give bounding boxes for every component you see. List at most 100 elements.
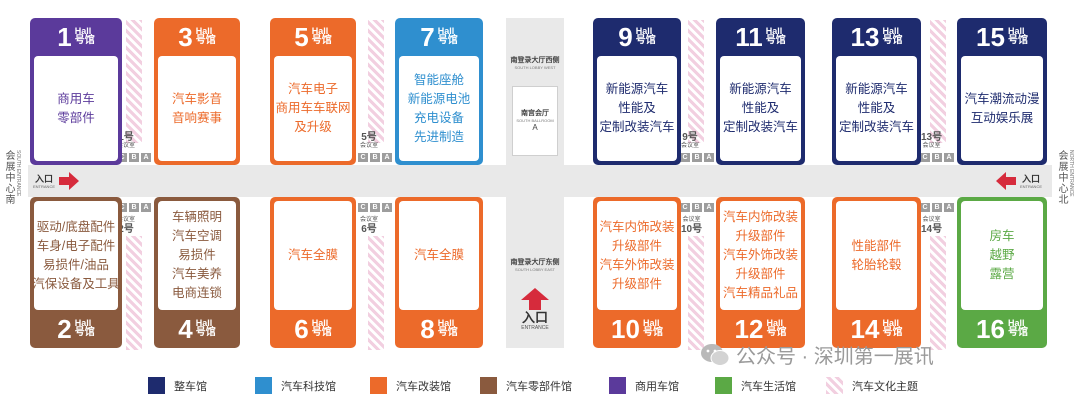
south-entrance-label: 会展中心南 <box>3 150 14 205</box>
left-arrow-icon <box>996 172 1016 190</box>
hall-topic: 汽车空调 <box>171 229 222 243</box>
hall-topic: 轮胎轮毂 <box>851 257 902 272</box>
hall-topic: 电商连锁 <box>171 286 222 300</box>
room-number: 10号 <box>681 224 703 235</box>
culture-strip <box>930 20 946 143</box>
meeting-room-14[interactable]: 会议室 14号 <box>921 217 942 235</box>
hall-topic: 先进制造 <box>413 129 464 144</box>
hall-1[interactable]: 1 Hall 号馆 商用车 零部件 <box>30 18 122 165</box>
hall-topic: 性能部件 <box>851 238 902 253</box>
wechat-icon <box>701 343 730 366</box>
hall-topic: 汽车外饰改装 <box>599 257 675 272</box>
hall-14[interactable]: 性能部件 轮胎轮毂 14 Hall 号馆 <box>832 197 921 348</box>
hall-13[interactable]: 13 Hall 号馆 新能源汽车 性能及 定制改装汽车 <box>832 18 921 165</box>
hall-topic: 汽车美养 <box>171 267 222 281</box>
hall-6[interactable]: 汽车全膜 6 Hall 号馆 <box>270 197 356 348</box>
hall-number: 16 <box>976 314 1005 344</box>
hall-8[interactable]: 汽车全膜 8 Hall 号馆 <box>395 197 483 348</box>
room-number: 14号 <box>921 224 943 235</box>
meeting-room-1[interactable]: 1号 会议室 <box>117 132 135 150</box>
hall-topic: 汽车影音 <box>171 91 222 106</box>
hall-topic: 汽车全膜 <box>413 248 464 262</box>
west-entrance-en: ENTRANCE <box>33 183 56 189</box>
hall-16[interactable]: 房车 越野 露营 16 Hall 号馆 <box>957 197 1047 348</box>
north-entrance-en: NORTH ENTRANCE <box>1068 150 1074 197</box>
hall-topic: 定制改装汽车 <box>838 120 914 134</box>
hall-4[interactable]: 车辆照明 汽车空调 易损件 汽车美养 电商连锁 4 Hall 号馆 <box>154 197 240 348</box>
hall-topic: 性能及 <box>857 101 896 115</box>
hall-number: 6 <box>294 314 309 344</box>
legend-swatch <box>255 377 272 394</box>
hall-number: 11 <box>735 22 763 52</box>
meeting-room-10[interactable]: 会议室 10号 <box>681 217 702 235</box>
lobby-east-en: SOUTH LOBBY EAST <box>515 267 555 272</box>
west-entrance-cn: 入口 <box>35 173 54 184</box>
ballroom-en: SOUTH BALLROOM <box>516 118 554 123</box>
hall-topic: 汽车潮流动漫 <box>964 91 1040 106</box>
up-arrow-icon <box>521 288 549 310</box>
south-ballroom[interactable]: 南宫会厅 SOUTH BALLROOM A <box>512 86 558 156</box>
hall-9[interactable]: 9 Hall 号馆 新能源汽车 性能及 定制改装汽车 <box>593 18 681 165</box>
legend-label: 汽车文化主题 <box>852 380 918 393</box>
hall-topic: 易损件 <box>178 248 216 262</box>
east-entrance-en: ENTRANCE <box>1020 183 1043 189</box>
hall-number: 9 <box>618 22 633 52</box>
room-label: 会议室 <box>360 143 379 149</box>
hall-10[interactable]: 汽车内饰改装 升级部件 汽车外饰改装 升级部件 10 Hall 号馆 <box>593 197 681 348</box>
hall-topic: 升级部件 <box>611 276 662 291</box>
west-entrance[interactable]: 入口 ENTRANCE <box>33 172 80 190</box>
east-entrance[interactable]: 入口 ENTRANCE <box>996 172 1042 190</box>
hall-12[interactable]: 汽车内饰改装 升级部件 汽车外饰改装 升级部件 汽车精品礼品 12 Hall 号馆 <box>716 197 805 348</box>
culture-strip <box>126 236 142 350</box>
main-entrance[interactable]: 入口 ENTRANCE <box>506 288 564 331</box>
culture-strip <box>368 20 384 143</box>
culture-strip <box>930 236 946 350</box>
hall-topic: 商用车车联网 <box>275 101 351 115</box>
entrance-en: ENTRANCE <box>521 325 549 331</box>
room-number: 6号 <box>361 224 377 235</box>
hall-number: 8 <box>420 314 435 344</box>
hall-number: 3 <box>178 22 193 52</box>
hall-topic: 升级部件 <box>611 238 662 253</box>
hall-15[interactable]: 15 Hall 号馆 汽车潮流动漫 互动娱乐展 <box>957 18 1047 165</box>
room-number: 1号 <box>118 132 134 143</box>
hall-number: 5 <box>294 22 309 52</box>
hall-2[interactable]: 驱动/底盘配件 车身/电子配件 易损件/油品 汽保设备及工具 2 Hall 号馆 <box>30 197 122 348</box>
meeting-room-13[interactable]: 13号 会议室 <box>921 132 942 150</box>
room-label: 会议室 <box>682 217 701 223</box>
meeting-room-6[interactable]: 会议室 6号 <box>360 217 378 235</box>
hall-topic: 性能及 <box>618 101 656 115</box>
room-number: 13号 <box>921 132 943 143</box>
hall-topic: 新能源汽车 <box>729 82 792 96</box>
legend-label: 商用车馆 <box>635 380 679 393</box>
north-entrance-label: 会展中心北 <box>1056 150 1067 205</box>
legend-label: 汽车改装馆 <box>396 380 451 393</box>
room-label: 会议室 <box>922 143 941 149</box>
hall-topic: 及升级 <box>294 120 332 134</box>
legend-swatch <box>715 377 732 394</box>
meeting-room-9[interactable]: 9号 会议室 <box>681 132 699 150</box>
room-label: 会议室 <box>117 143 136 149</box>
hall-topic: 车辆照明 <box>171 210 222 224</box>
east-entrance-cn: 入口 <box>1022 173 1041 184</box>
hall-topic: 零部件 <box>57 110 95 125</box>
room-label: 会议室 <box>681 143 700 149</box>
hall-topic: 新能源汽车 <box>605 82 669 96</box>
hall-topic: 露营 <box>989 267 1015 281</box>
meeting-room-2[interactable]: 会议室 2号 <box>117 217 135 235</box>
hall-number: 14 <box>850 314 880 344</box>
hall-3[interactable]: 3 Hall 号馆 汽车影音 音响赛事 <box>154 18 240 165</box>
south-lobby-east[interactable]: 南登录大厅东侧 SOUTH LOBBY EAST <box>506 258 564 273</box>
hall-topic: 商用车 <box>57 91 95 106</box>
right-arrow-icon <box>59 172 80 190</box>
hall-11[interactable]: 11 Hall 号馆 新能源汽车 性能及 定制改装汽车 <box>716 18 805 165</box>
meeting-room-5[interactable]: 5号 会议室 <box>360 132 378 150</box>
hall-5[interactable]: 5 Hall 号馆 汽车电子 商用车车联网 及升级 <box>270 18 356 165</box>
south-lobby-west[interactable]: 南登录大厅西侧 SOUTH LOBBY WEST <box>506 56 564 71</box>
hall-7[interactable]: 7 Hall 号馆 智能座舱 新能源电池 充电设备 先进制造 <box>395 18 483 165</box>
legend-item-parts: 汽车零部件馆 <box>480 377 572 394</box>
